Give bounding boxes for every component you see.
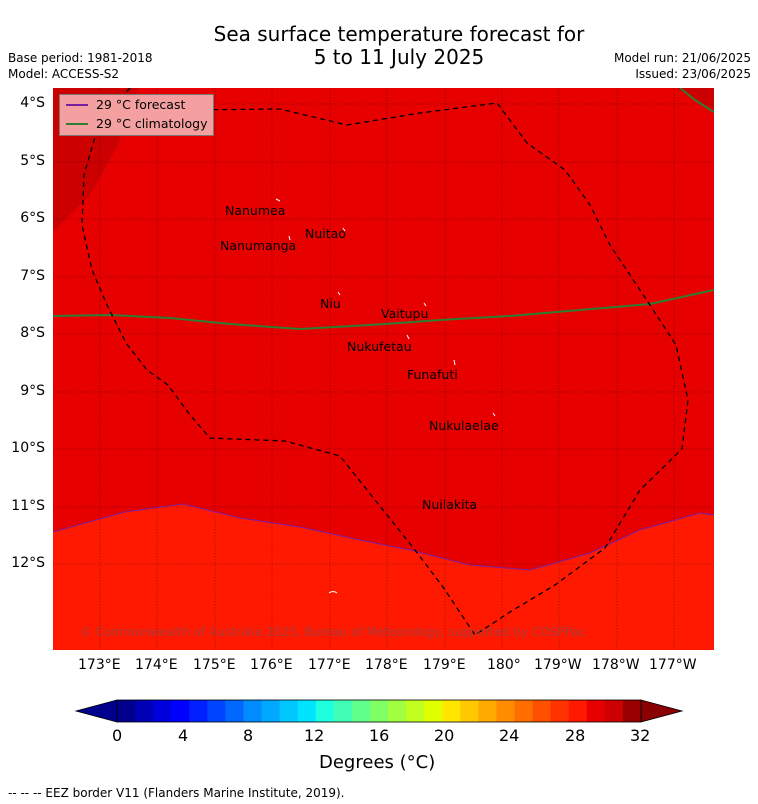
- colorbar-swatch: [279, 700, 299, 722]
- lon-label: 177°E: [308, 657, 351, 673]
- colorbar-swatch: [424, 700, 443, 722]
- colorbar-swatch: [622, 700, 642, 722]
- climatology-29c-contour-ne: [679, 88, 714, 113]
- colorbar-swatch: [369, 700, 389, 722]
- colorbar-swatch: [315, 700, 335, 722]
- place-label-nanumea: Nanumea: [225, 203, 286, 218]
- colorbar-swatch: [261, 700, 281, 722]
- place-label-nukufetau: Nukufetau: [347, 339, 412, 354]
- issued-date: Issued: 23/06/2025: [635, 67, 751, 81]
- colorbar-swatch: [568, 700, 588, 722]
- colorbar-swatch: [532, 700, 552, 722]
- lat-label: 9°S: [20, 383, 45, 399]
- title-line-1: Sea surface temperature forecast for: [213, 22, 585, 46]
- lon-label: 173°E: [78, 657, 121, 673]
- colorbar-tick-label: 12: [304, 726, 325, 745]
- eez-border-note: -- -- -- EEZ border V11 (Flanders Marine…: [8, 786, 345, 800]
- colorbar-high-extension: [640, 699, 684, 723]
- model-run: Model run: 21/06/2025: [613, 51, 751, 65]
- colorbar-swatch: [496, 700, 515, 722]
- colorbar-swatch: [351, 700, 371, 722]
- lon-label: 177°W: [649, 657, 697, 673]
- colorbar-swatch: [117, 700, 136, 722]
- place-label-nukulaelae: Nukulaelae: [429, 418, 499, 433]
- colorbar-swatch: [189, 700, 208, 722]
- place-label-nuilakita: Nuilakita: [422, 497, 478, 512]
- lon-label: 178°E: [365, 657, 408, 673]
- colorbar: [74, 699, 684, 723]
- colorbar-swatch: [153, 700, 172, 722]
- legend-forecast-label: 29 °C forecast: [96, 97, 186, 112]
- colorbar-swatch: [135, 700, 154, 722]
- colorbar-swatch: [550, 700, 570, 722]
- colorbar-swatch: [171, 700, 190, 722]
- lon-label: 175°E: [193, 657, 236, 673]
- legend-climatology-label: 29 °C climatology: [96, 116, 208, 131]
- place-label-nuitao: Nuitao: [305, 226, 346, 241]
- colorbar-tick-label: 8: [243, 726, 254, 745]
- lat-label: 6°S: [20, 210, 45, 226]
- colorbar-tick-label: 4: [178, 726, 189, 745]
- place-label-vaitupu: Vaitupu: [381, 306, 429, 321]
- colorbar-tick-label: 0: [112, 726, 123, 745]
- lon-label: 176°E: [250, 657, 293, 673]
- colorbar-tick-label: 28: [565, 726, 586, 745]
- model-name: Model: ACCESS-S2: [8, 67, 120, 81]
- climatology-29c-contour: [53, 289, 714, 331]
- base-period: Base period: 1981-2018: [8, 51, 153, 65]
- sst-map: [53, 88, 714, 650]
- colorbar-swatch: [478, 700, 497, 722]
- colorbar-swatch: [586, 700, 606, 722]
- colorbar-swatch: [333, 700, 353, 722]
- lon-label: 179°E: [423, 657, 466, 673]
- colorbar-tick-label: 32: [630, 726, 651, 745]
- place-label-funafuti: Funafuti: [407, 367, 458, 382]
- lon-label: 179°W: [534, 657, 582, 673]
- lat-label: 12°S: [11, 555, 45, 571]
- lat-label: 11°S: [11, 498, 45, 514]
- colorbar-swatch: [604, 700, 624, 722]
- legend-forecast-swatch: [66, 104, 88, 106]
- colorbar-swatch: [514, 700, 533, 722]
- forecast-29c-contour: [53, 503, 714, 571]
- lat-label: 4°S: [20, 95, 45, 111]
- colorbar-tick-label: 20: [434, 726, 455, 745]
- colorbar-swatch: [460, 700, 479, 722]
- colorbar-swatch: [297, 700, 317, 722]
- map-legend: 29 °C forecast 29 °C climatology: [59, 94, 214, 136]
- colorbar-swatch: [207, 700, 226, 722]
- legend-climatology-swatch: [66, 123, 88, 125]
- place-label-nanumanga: Nanumanga: [220, 238, 297, 253]
- lon-label: 174°E: [135, 657, 178, 673]
- lat-label: 5°S: [20, 153, 45, 169]
- colorbar-tick-label: 16: [369, 726, 390, 745]
- place-label-niu: Niu: [320, 296, 341, 311]
- colorbar-swatch: [388, 700, 407, 722]
- colorbar-tick-label: 24: [499, 726, 520, 745]
- title-line-2: 5 to 11 July 2025: [313, 45, 485, 69]
- colorbar-low-extension: [74, 699, 118, 723]
- colorbar-swatch: [442, 700, 461, 722]
- lon-label: 180°: [487, 657, 521, 673]
- sst-fill-south: [53, 504, 714, 650]
- lat-label: 8°S: [20, 325, 45, 341]
- graticule: [53, 88, 714, 650]
- colorbar-swatch: [243, 700, 262, 722]
- island-marks: [275, 198, 496, 594]
- lon-label: 178°W: [592, 657, 640, 673]
- lat-label: 7°S: [20, 268, 45, 284]
- colorbar-border: [116, 699, 642, 723]
- lat-label: 10°S: [11, 440, 45, 456]
- eez-border: [81, 88, 689, 636]
- colorbar-title: Degrees (°C): [319, 752, 436, 773]
- copyright-note: © Commonwealth of Australia 2025, Bureau…: [80, 625, 586, 639]
- colorbar-swatch: [225, 700, 244, 722]
- colorbar-swatch: [406, 700, 425, 722]
